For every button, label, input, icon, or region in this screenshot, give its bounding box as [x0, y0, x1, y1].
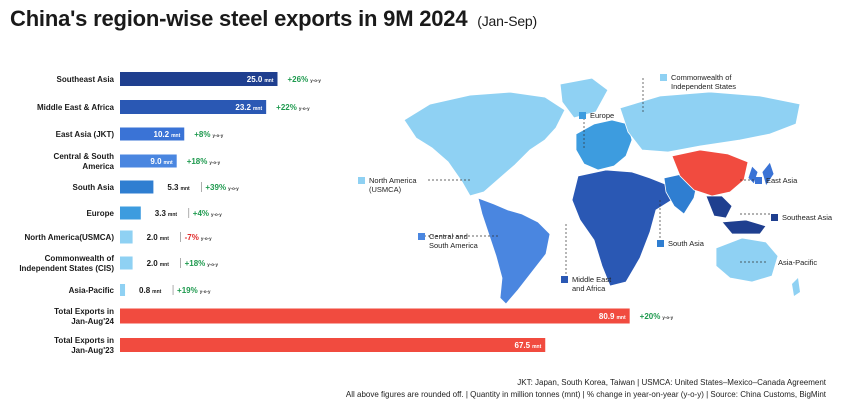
footer-line-1: JKT: Japan, South Korea, Taiwan | USMCA:… [517, 378, 826, 387]
category-label: East Asia (JKT) [56, 130, 115, 139]
bar [120, 230, 133, 244]
category-label: Europe [86, 209, 114, 218]
footer: JKT: Japan, South Korea, Taiwan | USMCA:… [346, 377, 826, 401]
change-label: +19% y-o-y [177, 286, 211, 295]
bar [120, 180, 154, 194]
bar [120, 72, 278, 86]
change-label: +22% y-o-y [276, 103, 310, 112]
change-label: +26% y-o-y [288, 75, 322, 84]
change-label: -7% y-o-y [185, 233, 212, 242]
bar [120, 308, 630, 324]
value-label: 3.3 mnt [155, 209, 178, 218]
value-label: 23.2 mnt [235, 103, 262, 112]
category-label: Middle East & Africa [37, 103, 115, 112]
value-label: 2.0 mnt [147, 259, 170, 268]
bar [120, 338, 546, 352]
value-label: 80.9 mnt [599, 312, 626, 321]
chart-title: China's region-wise steel exports in 9M … [10, 6, 537, 31]
value-label: 67.5 mnt [515, 341, 542, 350]
change-label: +39% y-o-y [205, 183, 239, 192]
value-label: 10.2 mnt [154, 130, 181, 139]
bar [120, 100, 267, 114]
footer-line-2: All above figures are rounded off. | Qua… [345, 390, 826, 399]
category-label: North America(USMCA) [25, 233, 115, 242]
bar [120, 284, 126, 296]
change-label: +4% y-o-y [193, 209, 222, 218]
category-label: Southeast Asia [57, 75, 115, 84]
chart-subtitle: (Jan-Sep) [477, 13, 537, 29]
category-label: Central & South America [54, 152, 115, 171]
category-label: Total Exports in Jan-Aug'23 [54, 336, 114, 355]
value-label: 25.0 mnt [247, 75, 274, 84]
category-label: South Asia [73, 183, 115, 192]
change-label: +18% y-o-y [187, 157, 221, 166]
change-label: +20% y-o-y [640, 312, 674, 321]
change-label: +8% y-o-y [194, 130, 223, 139]
category-label: Total Exports in Jan-Aug'24 [54, 307, 114, 326]
value-label: 0.8 mnt [139, 286, 162, 295]
bar [120, 256, 133, 270]
bar [120, 206, 141, 220]
bar [120, 127, 185, 141]
bar [120, 154, 177, 168]
change-label: +18% y-o-y [185, 259, 219, 268]
value-label: 2.0 mnt [147, 233, 170, 242]
value-label: 5.3 mnt [167, 183, 190, 192]
category-label: Asia-Pacific [69, 286, 115, 295]
bar-chart: Southeast Asia 25.0 mnt +26% y-o-y Middle Eas… [19, 72, 674, 355]
category-label: Commonwealth of Independent States (CIS) [19, 254, 114, 273]
